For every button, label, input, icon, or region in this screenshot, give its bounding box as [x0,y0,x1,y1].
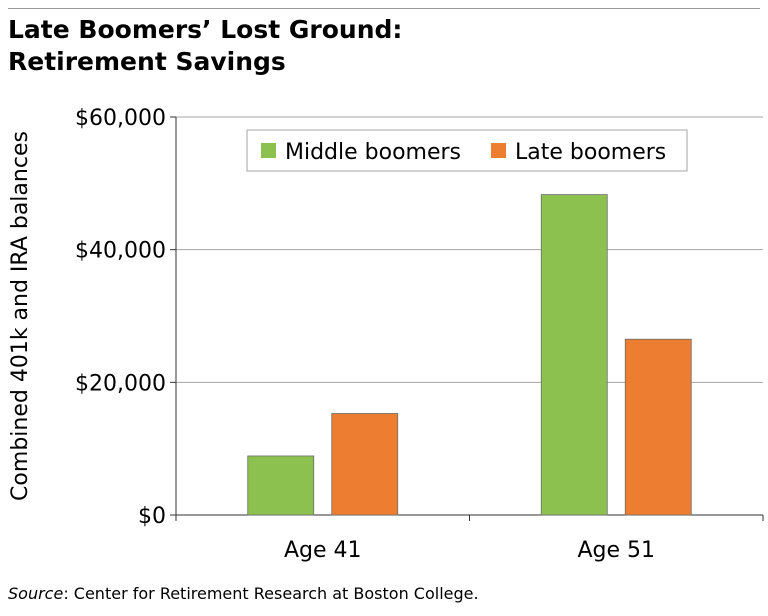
legend-swatch [261,143,276,158]
bar-late-boomers [331,413,399,516]
bar-middle-boomers [540,194,608,516]
y-tick-label: $40,000 [75,239,166,264]
legend-swatch [491,143,506,158]
bar-middle-boomers [247,455,315,516]
source-note: Source: Center for Retirement Research a… [8,584,479,603]
legend-box [246,129,688,172]
source-text: : Center for Retirement Research at Bost… [63,584,479,603]
top-rule [8,8,760,9]
source-label: Source [8,584,64,603]
x-tick-label: Age 51 [577,538,655,563]
bar-late-boomers [624,338,692,516]
legend-label: Middle boomers [285,140,461,165]
x-tick-label: Age 41 [284,538,362,563]
y-tick-label: $0 [138,504,166,529]
y-tick-label: $20,000 [75,371,166,396]
y-axis-label: Combined 401k and IRA balances [8,131,33,501]
chart-title-line-2: Retirement Savings [8,47,286,76]
y-tick-label: $60,000 [75,106,166,131]
legend-label: Late boomers [515,140,666,165]
chart-title: Late Boomers’ Lost Ground: Retirement Sa… [8,14,708,78]
chart-title-line-1: Late Boomers’ Lost Ground: [8,15,403,44]
